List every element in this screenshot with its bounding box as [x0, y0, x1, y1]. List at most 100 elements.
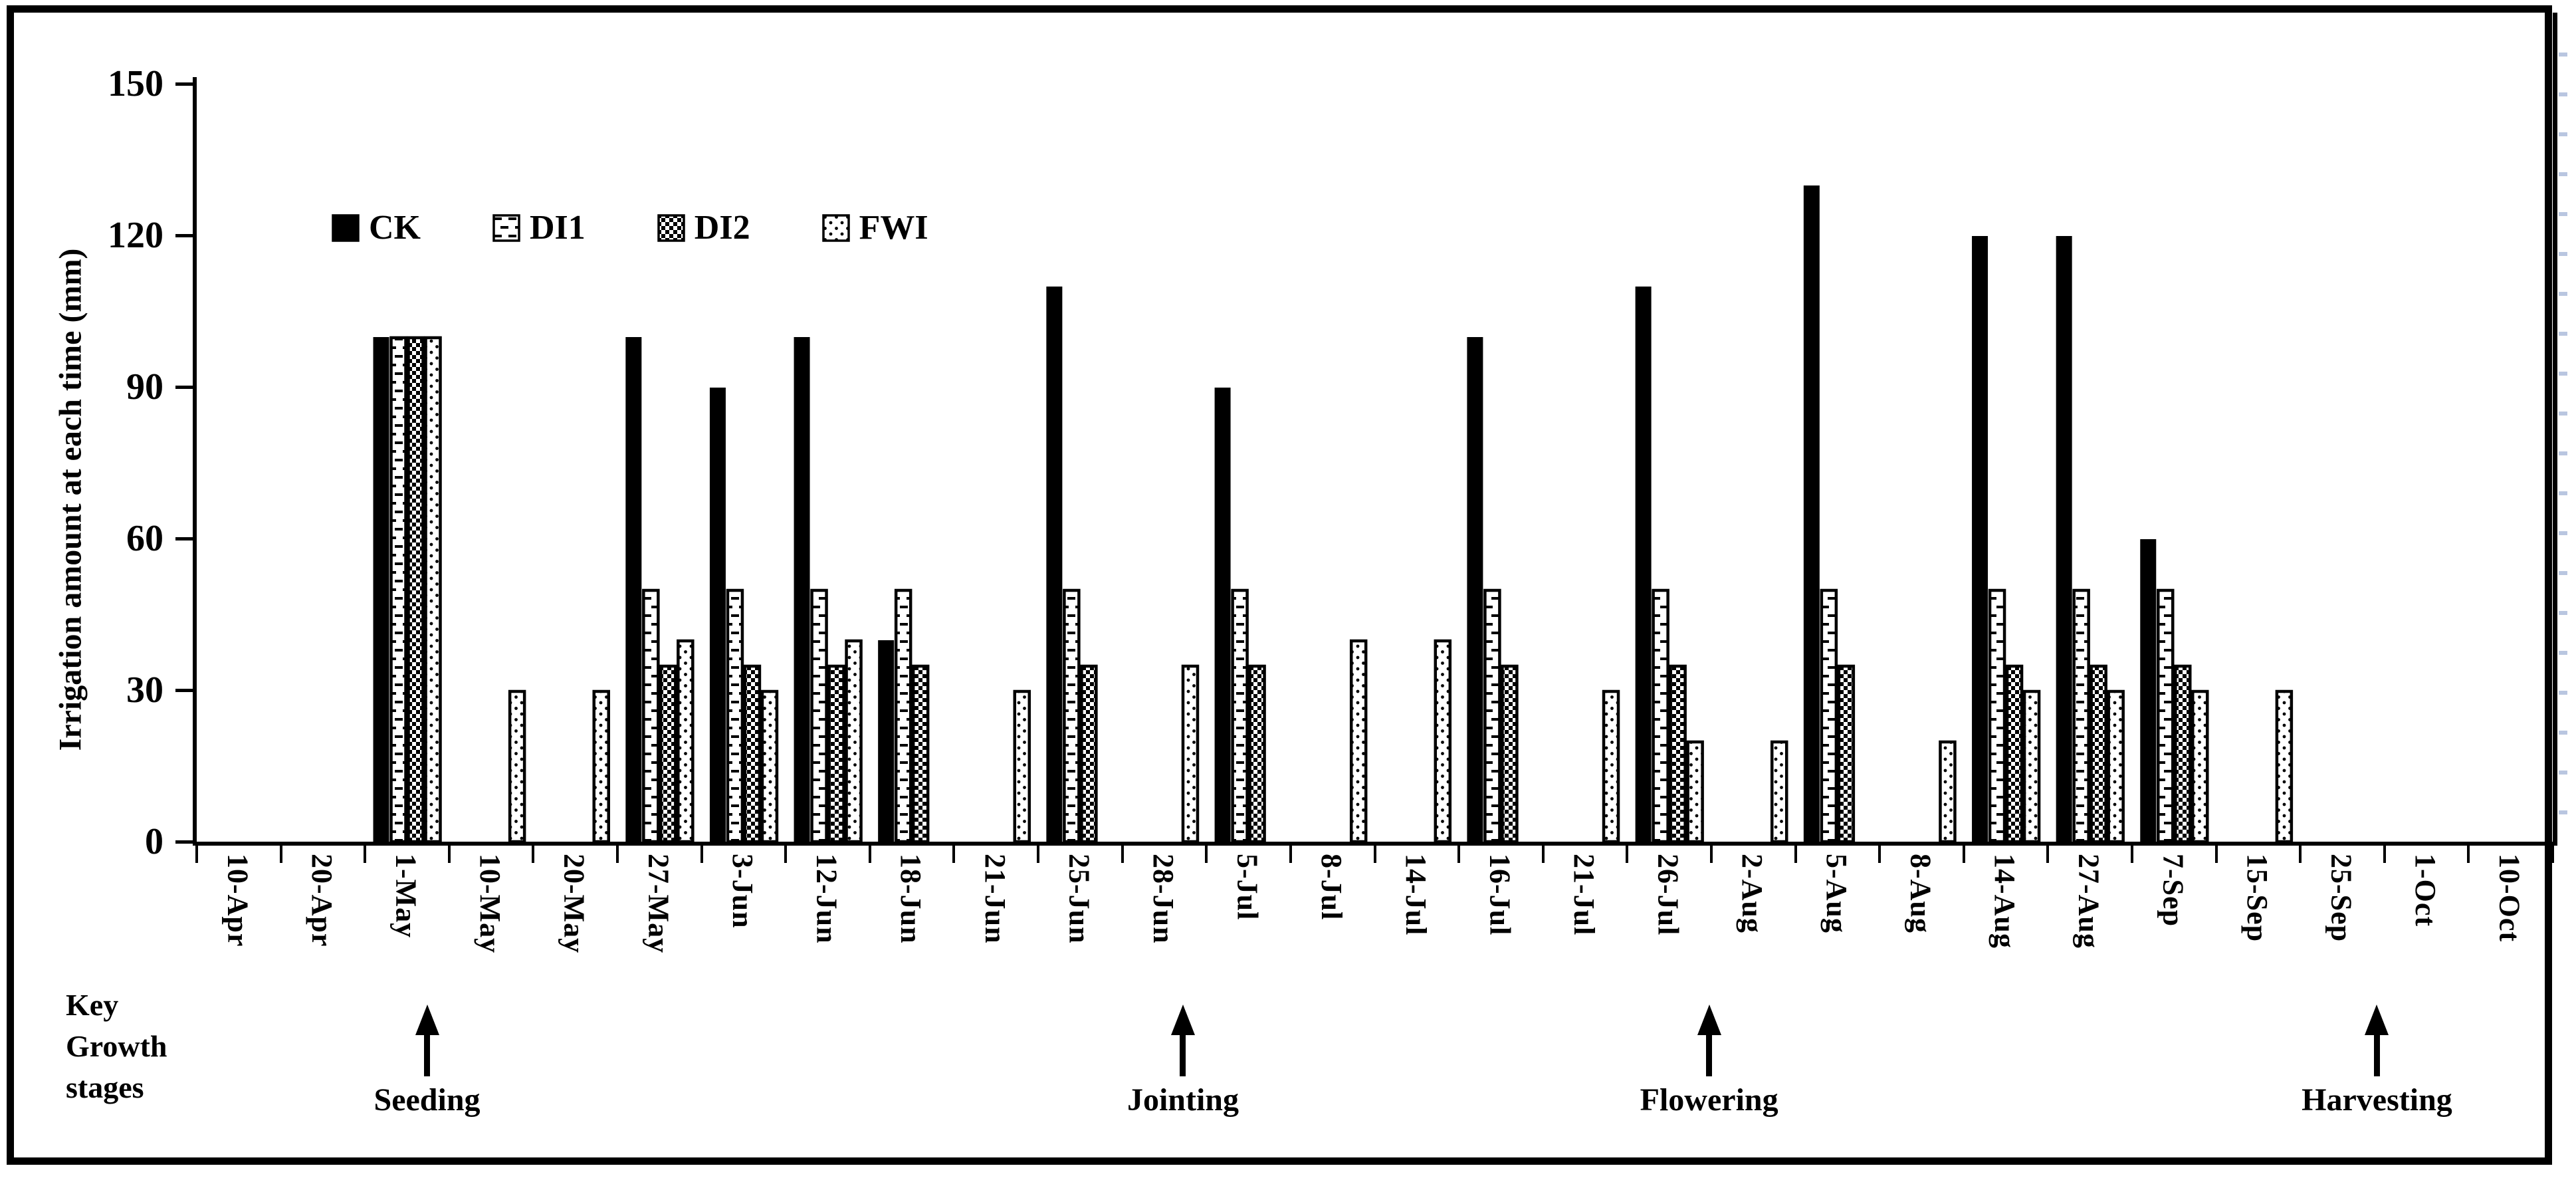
x-tick-mark	[784, 846, 788, 863]
growth-stage-arrow-flowering-icon	[1696, 1005, 1723, 1076]
y-tick-label: 30	[126, 669, 163, 711]
bar-DI1-7-Sep	[2157, 588, 2175, 844]
bar-FWI-8-Aug	[1939, 740, 1957, 844]
x-tick-mark	[2130, 846, 2133, 863]
bar-FWI-1-May	[424, 336, 442, 844]
bar-DI2-5-Aug	[1837, 664, 1856, 844]
x-tick-mark	[1205, 846, 1208, 863]
bar-DI2-5-Jul	[1248, 664, 1266, 844]
y-tick-label: 0	[145, 821, 163, 862]
bar-FWI-27-Aug	[2107, 689, 2125, 844]
bar-FWI-14-Aug	[2022, 689, 2041, 844]
right-minor-tick	[2559, 810, 2567, 814]
bar-FWI-21-Jul	[1602, 689, 1620, 844]
bar-CK-1-May	[373, 337, 389, 842]
bar-DI1-12-Jun	[810, 588, 828, 844]
x-category-label: 15-Sep	[2240, 854, 2274, 943]
legend-label-FWI: FWI	[859, 209, 928, 247]
bar-CK-16-Jul	[1467, 337, 1483, 842]
bar-CK-5-Aug	[1803, 185, 1820, 842]
y-tick-mark	[175, 537, 193, 540]
plot-right-border	[2553, 13, 2557, 846]
x-category-label: 2-Aug	[1736, 854, 1769, 933]
right-minor-tick	[2559, 92, 2567, 96]
bar-DI1-27-May	[642, 588, 660, 844]
bar-CK-3-Jun	[709, 388, 726, 842]
bar-DI1-26-Jul	[1652, 588, 1669, 844]
y-tick-mark	[175, 234, 193, 237]
bar-DI1-5-Jul	[1231, 588, 1249, 844]
right-minor-tick	[2559, 172, 2567, 176]
x-category-label: 10-May	[474, 854, 507, 954]
x-category-label: 14-Jul	[1399, 854, 1432, 936]
x-category-label: 3-Jun	[726, 854, 759, 929]
y-axis-line	[193, 77, 197, 842]
key-growth-line1: Key	[66, 988, 119, 1022]
bar-CK-5-Jul	[1214, 388, 1231, 842]
x-axis-line	[193, 842, 2553, 846]
x-tick-mark	[1794, 846, 1797, 863]
bar-DI2-7-Sep	[2174, 664, 2192, 844]
x-category-label: 1-Oct	[2409, 854, 2442, 927]
bar-CK-18-Jun	[878, 640, 895, 842]
right-minor-tick	[2559, 292, 2567, 296]
x-tick-mark	[2214, 846, 2218, 863]
right-minor-tick	[2559, 771, 2567, 775]
x-tick-mark	[2046, 846, 2050, 863]
legend-label-DI1: DI1	[530, 209, 586, 247]
growth-stage-arrow-harvesting-icon	[2363, 1005, 2390, 1076]
bar-DI2-27-May	[659, 664, 677, 844]
bar-DI1-25-Jun	[1063, 588, 1081, 844]
key-growth-line2: Growth	[66, 1029, 167, 1064]
growth-stage-arrow-jointing-icon	[1170, 1005, 1196, 1076]
right-minor-tick	[2559, 611, 2567, 615]
x-tick-mark	[1541, 846, 1545, 863]
legend-item-CK: CK	[332, 211, 421, 245]
bar-DI2-26-Jul	[1669, 664, 1687, 844]
right-minor-tick	[2559, 252, 2567, 256]
x-category-label: 5-Jul	[1231, 854, 1264, 921]
bar-DI1-27-Aug	[2072, 588, 2090, 844]
chart-legend: CK DI1 DI2 FWI	[332, 211, 928, 245]
bar-DI1-1-May	[389, 336, 407, 844]
bar-CK-12-Jun	[794, 337, 810, 842]
y-tick-label: 90	[126, 366, 163, 408]
bar-FWI-3-Jun	[760, 689, 779, 844]
bar-DI2-18-Jun	[911, 664, 930, 844]
bar-DI1-3-Jun	[726, 588, 744, 844]
right-minor-tick	[2559, 651, 2567, 655]
x-category-label: 8-Aug	[1904, 854, 1937, 933]
x-tick-mark	[1289, 846, 1292, 863]
bar-FWI-27-May	[677, 639, 695, 844]
right-minor-tick	[2559, 372, 2567, 376]
right-minor-tick	[2559, 491, 2567, 495]
legend-item-FWI: FWI	[821, 209, 928, 247]
right-minor-tick	[2559, 451, 2567, 455]
right-minor-tick	[2559, 212, 2567, 216]
bar-DI1-16-Jul	[1483, 588, 1501, 844]
x-tick-mark	[364, 846, 367, 863]
right-minor-tick	[2559, 412, 2567, 416]
bar-FWI-14-Jul	[1434, 639, 1452, 844]
bar-FWI-8-Jul	[1349, 639, 1368, 844]
bar-DI2-12-Jun	[827, 664, 845, 844]
x-tick-mark	[1878, 846, 1881, 863]
x-tick-mark	[1709, 846, 1713, 863]
x-category-label: 26-Jul	[1652, 854, 1685, 936]
right-minor-tick	[2559, 132, 2567, 136]
key-growth-line3: stages	[66, 1070, 144, 1105]
bar-CK-27-Aug	[2056, 236, 2072, 842]
x-category-label: 21-Jul	[1568, 854, 1601, 936]
bar-CK-7-Sep	[2140, 539, 2157, 842]
bar-FWI-15-Sep	[2275, 689, 2294, 844]
x-category-label: 27-Aug	[2072, 854, 2105, 949]
x-category-label: 14-Aug	[1988, 854, 2022, 949]
x-category-label: 25-Sep	[2325, 854, 2358, 943]
legend-swatch-CK-icon	[332, 214, 360, 242]
x-category-label: 18-Jun	[895, 854, 928, 944]
x-tick-mark	[952, 846, 956, 863]
bar-FWI-28-Jun	[1181, 664, 1200, 844]
right-minor-tick	[2559, 571, 2567, 575]
bar-CK-27-May	[625, 337, 642, 842]
